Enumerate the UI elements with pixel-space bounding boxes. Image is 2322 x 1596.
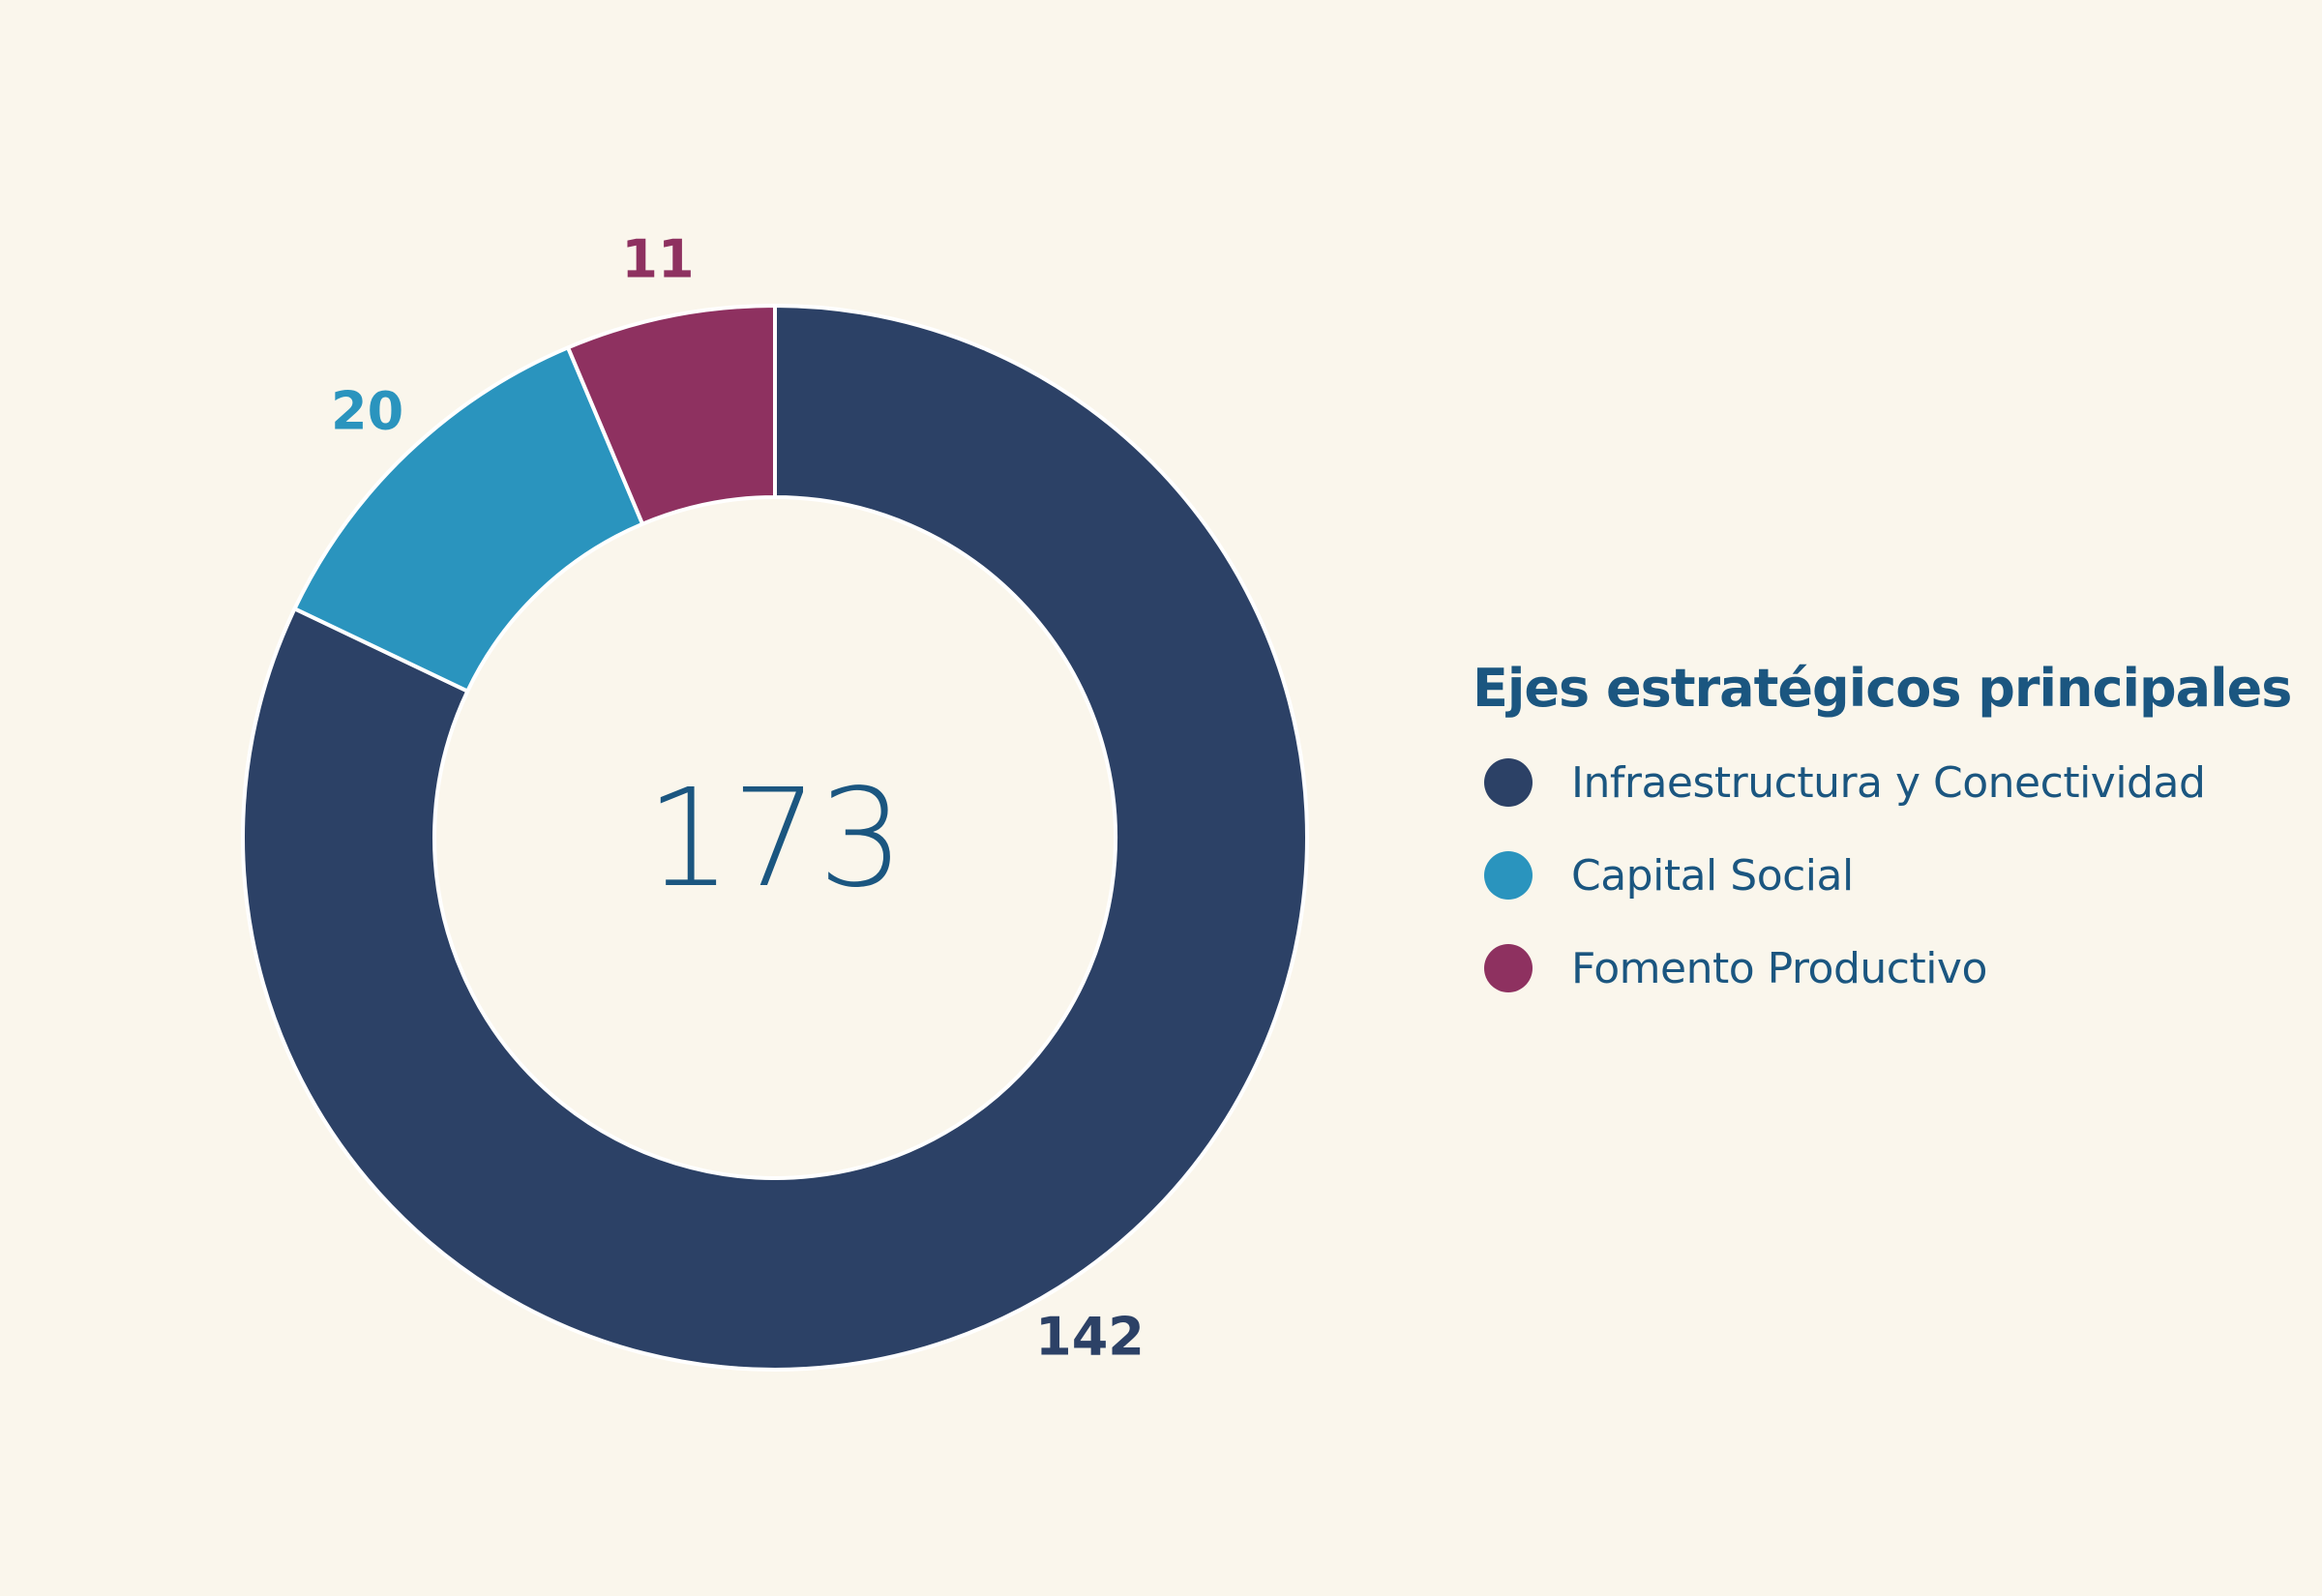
legend-item-capital-social: Capital Social [1473, 829, 2305, 922]
donut-slices [241, 304, 1309, 1372]
legend-label: Capital Social [1571, 850, 1854, 901]
legend-item-fomento-productivo: Fomento Productivo [1473, 922, 2305, 1015]
legend-title: Ejes estratégicos principales [1473, 658, 2292, 719]
legend-swatch-icon [1484, 851, 1533, 900]
legend-item-infraestructura-y-conectividad: Infraestructura y Conectividad [1473, 736, 2305, 829]
legend: Ejes estratégicos principales Infraestru… [1473, 658, 2305, 1015]
slice-label-infraestructura-y-conectividad: 142 [1035, 1306, 1145, 1367]
legend-swatch-icon [1484, 944, 1533, 992]
center-total: 173 [645, 760, 904, 918]
donut-chart: 142 20 11 173 [241, 229, 1309, 1372]
legend-list: Infraestructura y Conectividad Capital So… [1473, 736, 2305, 1015]
slice-label-capital-social: 20 [331, 381, 403, 442]
slice-infraestructura-y-conectividad [241, 304, 1309, 1372]
slice-fomento-productivo [566, 304, 777, 526]
slice-labels: 142 20 11 [331, 229, 1145, 1368]
legend-swatch-icon [1484, 758, 1533, 807]
legend-label: Fomento Productivo [1571, 943, 1987, 993]
slice-label-fomento-productivo: 11 [621, 229, 694, 290]
legend-label: Infraestructura y Conectividad [1571, 757, 2206, 808]
